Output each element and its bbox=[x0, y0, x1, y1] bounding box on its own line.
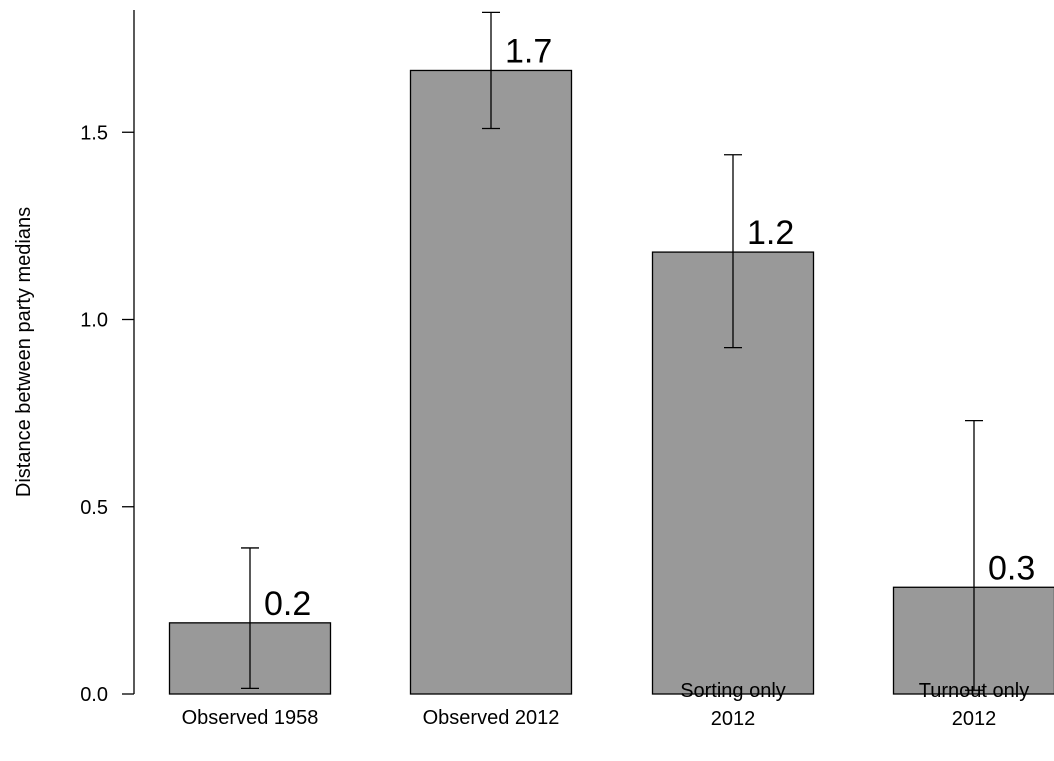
y-tick-label-1: 0.5 bbox=[80, 497, 108, 519]
x-category-label-2-0: Sorting only bbox=[680, 680, 786, 702]
y-tick-label-3: 1.5 bbox=[80, 122, 108, 144]
y-axis-label: Distance between party medians bbox=[13, 207, 35, 497]
data-label-3: 0.3 bbox=[988, 549, 1035, 587]
data-label-0: 0.2 bbox=[264, 585, 311, 623]
x-category-label-1-0: Observed 2012 bbox=[423, 707, 560, 729]
data-labels-group: 0.2 1.7 1.2 0.3 bbox=[264, 32, 1035, 622]
error-bar-3 bbox=[965, 419, 983, 691]
y-tick-label-0: 0.0 bbox=[80, 684, 108, 706]
bar-1 bbox=[409, 69, 573, 695]
x-category-labels-group: Observed 1958 Observed 2012 Sorting only 20… bbox=[182, 680, 1030, 730]
error-bar-0 bbox=[241, 547, 259, 690]
y-tick-label-2: 1.0 bbox=[80, 310, 108, 332]
x-category-label-3-0: Turnout only bbox=[919, 680, 1029, 702]
error-bar-2 bbox=[724, 154, 742, 349]
error-bar-1 bbox=[482, 11, 500, 130]
error-bars-group bbox=[241, 11, 983, 691]
data-label-2: 1.2 bbox=[747, 214, 794, 252]
y-axis: 0.0 0.5 1.0 1.5 bbox=[80, 10, 135, 706]
data-label-1: 1.7 bbox=[505, 32, 552, 70]
x-category-label-2-1: 2012 bbox=[711, 708, 756, 730]
x-category-label-3-1: 2012 bbox=[952, 708, 997, 730]
x-category-label-0-0: Observed 1958 bbox=[182, 707, 319, 729]
